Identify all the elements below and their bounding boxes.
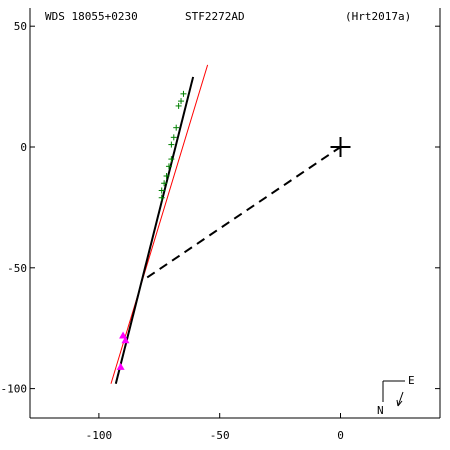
plus-marker: [158, 187, 165, 194]
y-tick-label: 50: [14, 20, 27, 33]
reference-orbit-line: [110, 64, 209, 384]
triangle-marker: [116, 362, 125, 370]
compass-north-label: N: [377, 404, 384, 417]
plot-frame: [29, 8, 441, 419]
plus-marker: [180, 90, 187, 97]
x-tick-label: -100: [86, 429, 113, 442]
plus-marker: [163, 172, 170, 179]
header-right: (Hrt2017a): [345, 10, 411, 23]
axis-ticks: -100 -50 0 50 0 -50 -100: [1, 20, 440, 442]
y-tick-label: -50: [7, 262, 27, 275]
header-left: WDS 18055+0230: [45, 10, 138, 23]
y-tick-label: 0: [20, 141, 27, 154]
orbit-lines: [110, 64, 351, 385]
x-tick-label: 0: [337, 429, 344, 442]
plus-marker: [170, 134, 177, 141]
plus-marker: [165, 163, 172, 170]
fit-orbit-line: [114, 76, 195, 385]
periastron-connector-line: [146, 146, 342, 279]
header-center: STF2272AD: [185, 10, 245, 23]
triangle-marker: [119, 331, 128, 339]
motion-arrow-icon: [396, 391, 404, 407]
plus-marker: [161, 180, 168, 187]
compass: E N: [377, 374, 415, 417]
plus-marker: [158, 194, 165, 201]
plus-marker: [178, 98, 185, 105]
plus-marker: [168, 156, 175, 163]
triangle-marker: [121, 336, 130, 344]
plus-marker: [175, 102, 182, 109]
x-tick-label: -50: [210, 429, 230, 442]
plus-marker: [173, 124, 180, 131]
data-points: [116, 90, 187, 370]
y-tick-label: -100: [1, 383, 28, 396]
compass-east-label: E: [408, 374, 415, 387]
plus-marker: [168, 141, 175, 148]
